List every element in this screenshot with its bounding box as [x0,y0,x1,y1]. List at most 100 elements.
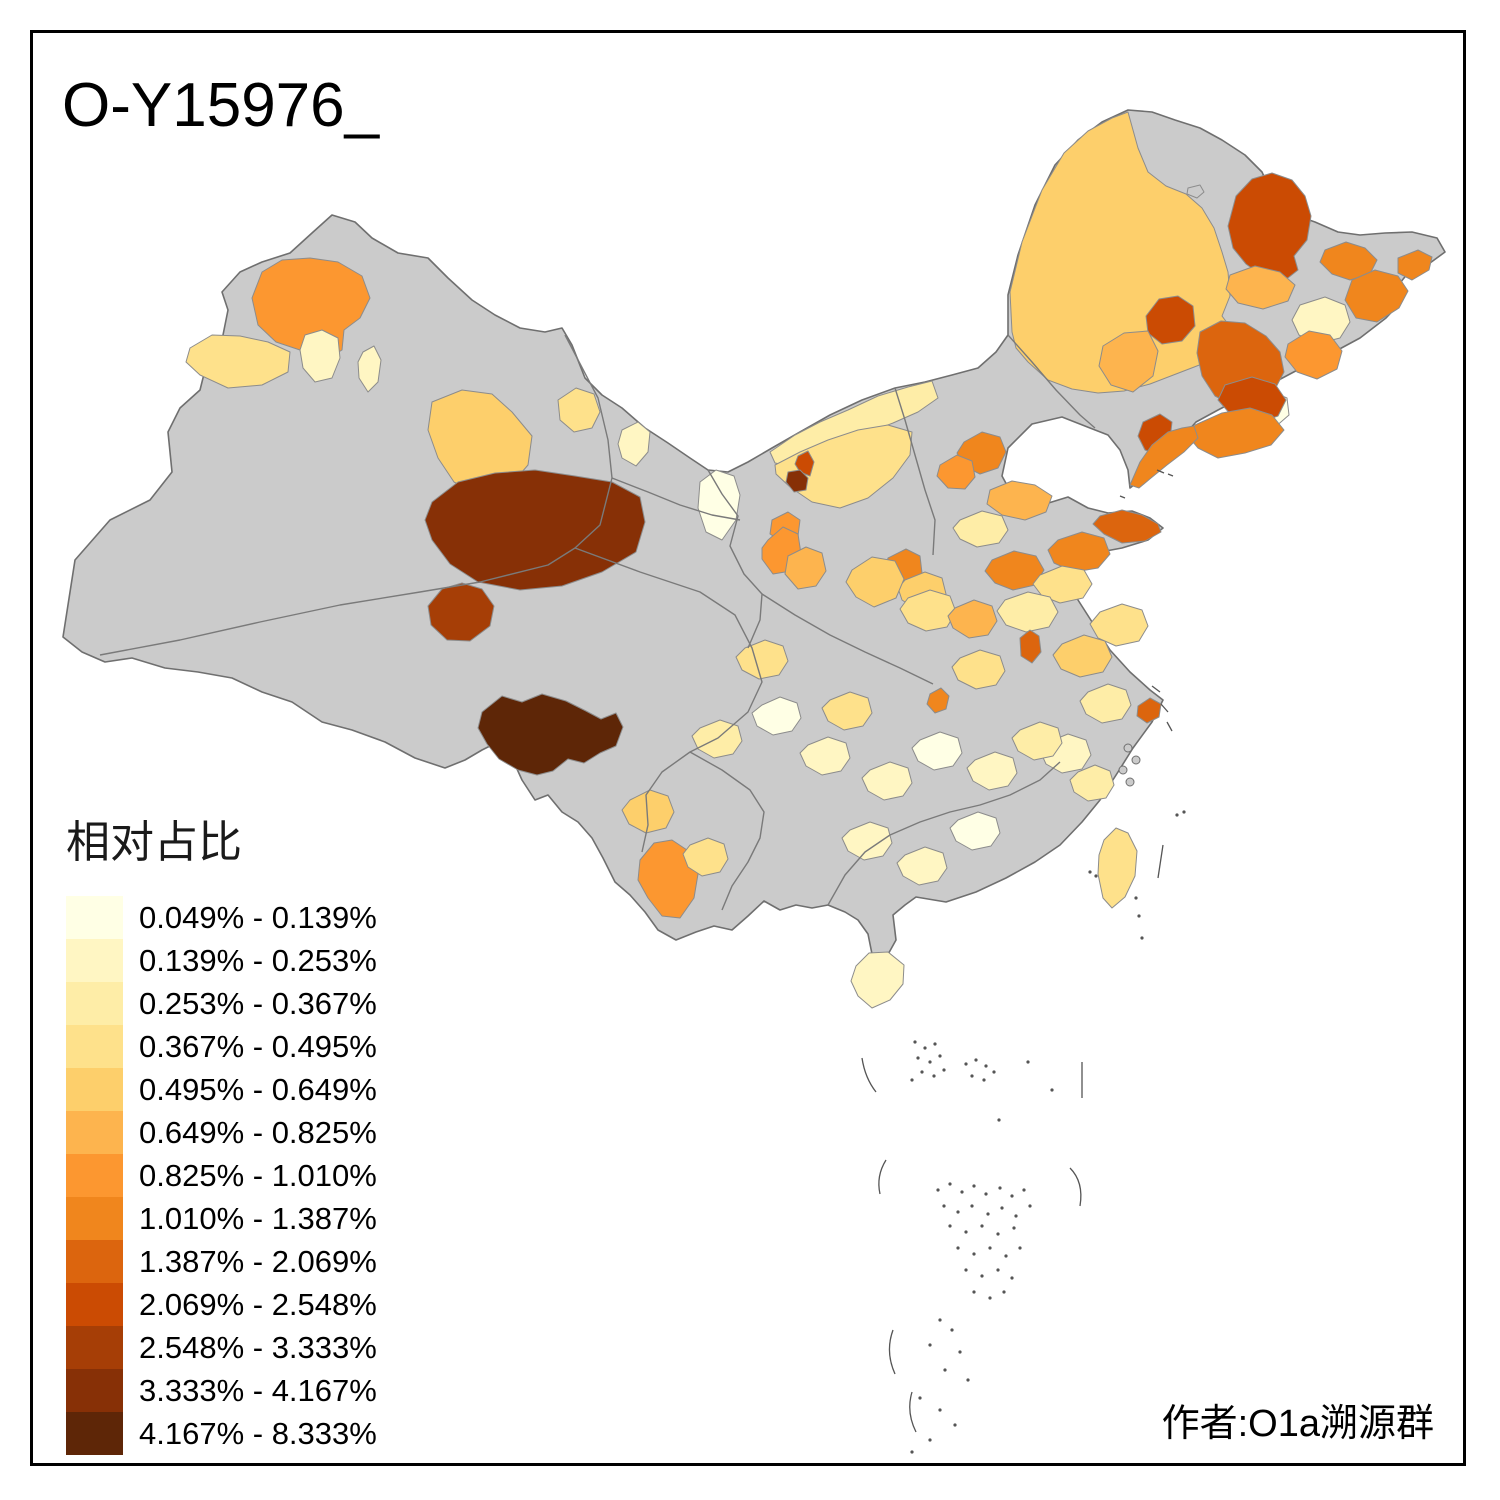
map-region [617,421,651,467]
map-region [1089,603,1149,647]
map-region [821,691,873,731]
island-dot [966,1378,970,1382]
legend-label: 1.387% - 2.069% [139,1243,377,1279]
island-dot [1182,810,1186,814]
province-border [1007,334,1096,429]
map-region [1284,330,1343,380]
legend-swatch [66,1111,123,1154]
legend-entry: 3.333% - 4.167% [66,1369,377,1412]
map-region [926,687,950,714]
island-dot [918,1396,922,1400]
island-dot [916,1056,920,1060]
island-dot [938,1408,942,1412]
island-arc [1157,844,1164,879]
legend-entry: 4.167% - 8.333% [66,1412,377,1455]
map-region [357,345,382,393]
map-region [861,761,913,801]
legend-entry: 0.495% - 0.649% [66,1068,377,1111]
island-dot [972,1184,976,1188]
islet [1131,755,1141,765]
island-dot [948,1224,952,1228]
island-dot [960,1190,964,1194]
island-dot [1050,1088,1054,1092]
island-dot [996,1232,1000,1236]
province-border [99,334,613,656]
legend-entry: 0.367% - 0.495% [66,1025,377,1068]
island-dot [928,1060,932,1064]
island-arc [1167,473,1174,477]
map-region [1225,265,1296,310]
map-region [1098,330,1159,393]
island-dot [942,1204,946,1208]
legend-entry: 2.069% - 2.548% [66,1283,377,1326]
map-region [1344,269,1409,323]
legend-swatch [66,1197,123,1240]
map-region [1052,634,1113,678]
map-region [1069,764,1115,802]
island-arc [909,1391,917,1433]
map-region [751,696,802,736]
legend-entry: 0.049% - 0.139% [66,896,377,939]
island-dot [1094,874,1098,878]
island-dot [964,1062,968,1066]
legend-label: 0.649% - 0.825% [139,1114,377,1150]
map-region [966,751,1018,791]
island-dot [948,1182,952,1186]
map-region [185,334,291,389]
map-region [896,846,948,886]
legend-swatch [66,1283,123,1326]
map-region [477,693,624,776]
map-region [1145,295,1196,345]
island-arc [1160,703,1169,713]
map-region [841,821,893,861]
island-dot [982,1078,986,1082]
map-region [1129,425,1199,489]
island-dot [980,1224,984,1228]
island-dot [933,1042,937,1046]
island-arc [888,1329,896,1375]
island-dot [950,1328,954,1332]
island-dot [938,1054,942,1058]
province-border [611,477,741,521]
island-arc [861,1057,877,1093]
island-dot [1002,1290,1006,1294]
legend: 相对占比 0.049% - 0.139% 0.139% - 0.253% 0.253… [66,806,377,1455]
map-region [785,469,809,493]
island-dot [997,1118,1001,1122]
province-border [707,469,763,649]
map-region [951,649,1006,690]
legend-entry: 1.010% - 1.387% [66,1197,377,1240]
island-dot [943,1368,947,1372]
island-dot [956,1210,960,1214]
island-dot [928,1343,932,1347]
province-border [894,387,936,556]
island-dot [974,1058,978,1062]
map-region [899,589,957,632]
islet [1118,765,1128,775]
map-region [911,731,963,771]
legend-title: 相对占比 [66,818,242,867]
province-border [689,751,765,911]
map-region [621,789,675,834]
legend-entry: 1.387% - 2.069% [66,1240,377,1283]
province-border [827,761,1061,906]
map-region [1079,683,1132,724]
legend-label: 0.367% - 0.495% [139,1028,377,1064]
island-dot [1137,914,1141,918]
map-region [1136,697,1162,724]
island-dot [932,1074,936,1078]
province-border [574,547,763,853]
island-arc [1119,495,1126,499]
legend-entry: 0.139% - 0.253% [66,939,377,982]
island-dot [910,1078,914,1082]
map-region [784,546,827,590]
map-region [682,837,729,877]
legend-label: 0.253% - 0.367% [139,985,377,1021]
legend-swatch [66,1326,123,1369]
legend-swatch [66,1025,123,1068]
island-dot [988,1296,992,1300]
map-region [986,480,1053,521]
legend-swatch [66,1369,123,1412]
map-region [799,736,851,776]
map-region [949,811,1001,851]
